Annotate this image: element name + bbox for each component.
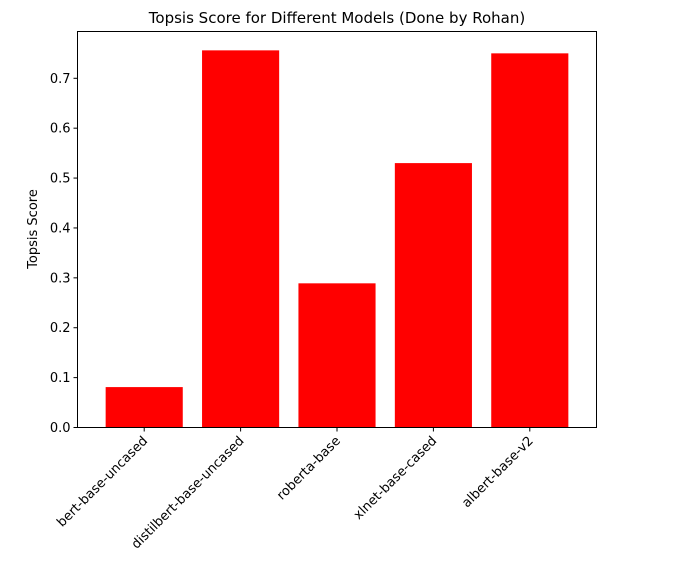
x-ticks-layer: bert-base-uncaseddistilbert-base-uncased… bbox=[54, 427, 537, 553]
y-tick-label: 0.4 bbox=[50, 221, 71, 236]
bar-distilbert-base-uncased bbox=[202, 50, 280, 428]
bar-albert-base-v2 bbox=[491, 53, 569, 428]
x-tick-label: roberta-base bbox=[274, 434, 344, 504]
y-tick-label: 0.7 bbox=[50, 72, 71, 87]
x-tick-label: xlnet-base-cased bbox=[351, 434, 440, 523]
y-tick-label: 0.3 bbox=[50, 271, 71, 286]
chart-title: Topsis Score for Different Models (Done … bbox=[148, 9, 525, 27]
bars-layer bbox=[105, 50, 569, 428]
y-tick-label: 0.1 bbox=[50, 371, 71, 386]
y-tick-label: 0.5 bbox=[50, 172, 71, 187]
x-tick-label: distilbert-base-uncased bbox=[129, 434, 248, 553]
bar-roberta-base bbox=[298, 283, 376, 428]
x-tick-label: bert-base-uncased bbox=[54, 434, 151, 531]
y-axis-label: Topsis Score bbox=[26, 189, 41, 270]
y-tick-label: 0.0 bbox=[50, 421, 71, 436]
bar-xlnet-base-cased bbox=[394, 163, 472, 428]
x-tick-label: albert-base-v2 bbox=[459, 434, 536, 511]
y-tick-label: 0.6 bbox=[50, 122, 71, 137]
y-tick-label: 0.2 bbox=[50, 321, 71, 336]
y-ticks-layer: 0.0 0.1 0.2 0.3 0.4 0.5 0.6 0.7 bbox=[50, 72, 78, 436]
plot-frame bbox=[77, 31, 597, 428]
bar-bert-base-uncased bbox=[105, 387, 183, 428]
